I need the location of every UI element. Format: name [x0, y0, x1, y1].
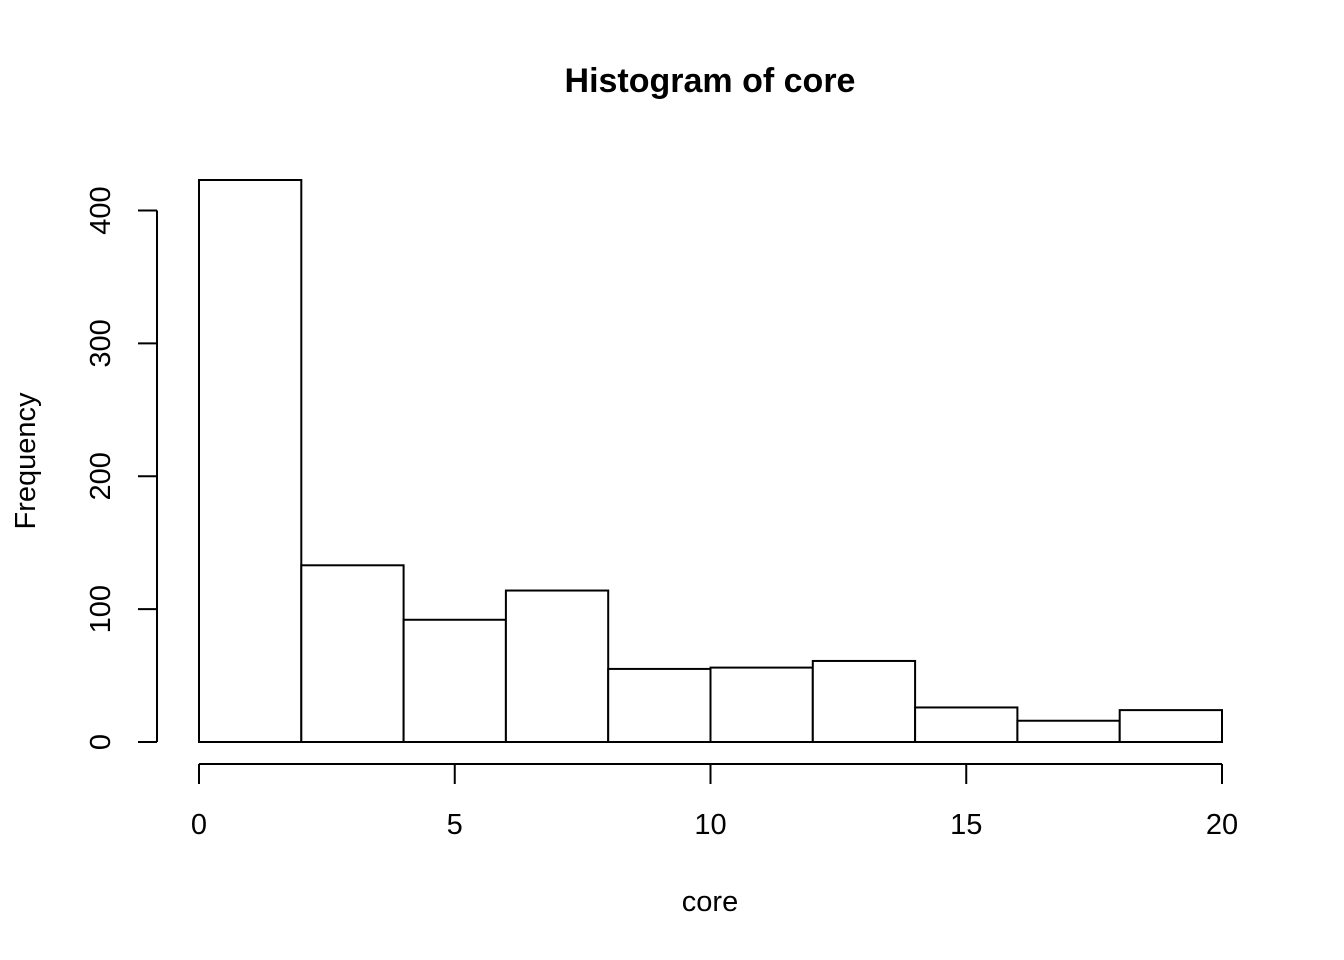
x-axis-label: core	[682, 886, 738, 918]
chart-title: Histogram of core	[565, 62, 856, 100]
x-tick-label-3: 15	[950, 809, 982, 841]
y-tick-label-0: 0	[85, 734, 117, 750]
y-tick-label-2: 200	[85, 452, 117, 500]
histogram-bar-1	[300, 564, 405, 744]
x-tick-label-0: 0	[191, 809, 207, 841]
y-axis: 0 100 200 300 400	[85, 186, 158, 750]
y-tick-label-3: 300	[85, 319, 117, 367]
x-axis: 0 5 10 15 20	[191, 763, 1238, 841]
bars-group	[198, 179, 1223, 744]
y-axis-label: Frequency	[10, 392, 42, 530]
histogram-bar-9	[1118, 709, 1223, 743]
histogram-bar-5	[709, 666, 814, 743]
histogram-bar-0	[198, 179, 303, 743]
histogram-bar-3	[504, 589, 610, 743]
histogram-bar-8	[1016, 719, 1121, 743]
x-tick-label-1: 5	[447, 809, 463, 841]
y-tick-label-1: 100	[85, 585, 117, 633]
y-tick-label-4: 400	[85, 186, 117, 234]
x-tick-label-2: 10	[694, 809, 726, 841]
x-tick-label-4: 20	[1206, 809, 1238, 841]
histogram-bar-2	[402, 618, 507, 743]
histogram-bar-6	[811, 659, 917, 743]
histogram-bar-7	[914, 706, 1019, 743]
histogram-bar-4	[607, 667, 712, 743]
